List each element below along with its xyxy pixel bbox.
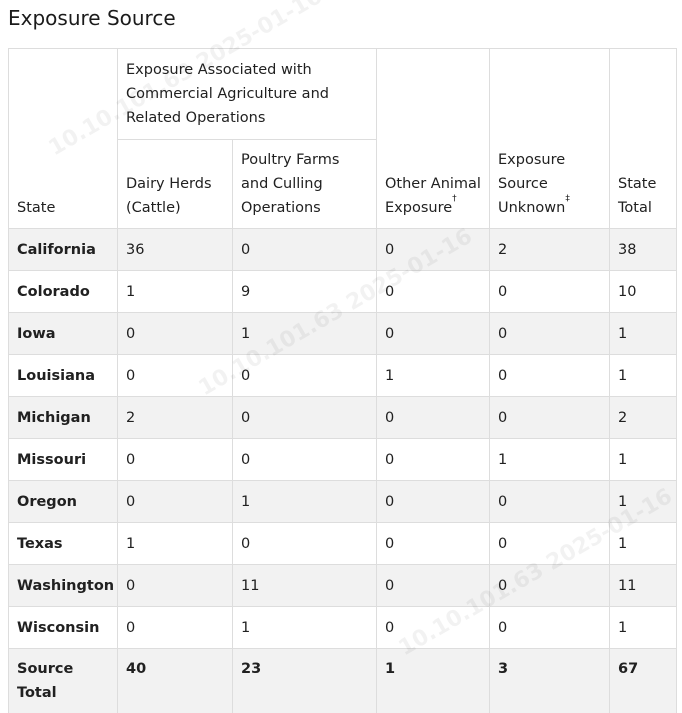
cell-other: 0 [376, 564, 490, 607]
cell-poultry: 0 [232, 396, 377, 439]
header-row-group: State Exposure Associated with Commercia… [8, 48, 677, 229]
cell-total: 1 [609, 312, 677, 355]
cell-poultry: 11 [232, 564, 377, 607]
table-row: Iowa 0 1 0 0 1 [8, 312, 677, 355]
cell-state: Louisiana [8, 354, 118, 397]
table-row: Louisiana 0 0 1 0 1 [8, 354, 677, 397]
cell-state: Michigan [8, 396, 118, 439]
cell-other: 0 [376, 312, 490, 355]
cell-poultry: 0 [232, 438, 377, 481]
cell-state: Oregon [8, 480, 118, 523]
cell-unknown: 0 [489, 480, 610, 523]
cell-unknown: 0 [489, 354, 610, 397]
header-dairy-herds: Dairy Herds (Cattle) [117, 139, 233, 229]
cell-total: 38 [609, 228, 677, 271]
cell-poultry: 1 [232, 480, 377, 523]
table-row: Washington 0 11 0 0 11 [8, 564, 677, 607]
header-row-sub: Dairy Herds (Cattle) Poultry Farms and C… [9, 139, 677, 229]
cell-total: 1 [609, 480, 677, 523]
table-row: Colorado 1 9 0 0 10 [8, 270, 677, 313]
cell-grand-total: 67 [609, 648, 677, 713]
cell-unknown: 0 [489, 522, 610, 565]
cell-poultry: 9 [232, 270, 377, 313]
cell-dairy: 0 [117, 312, 233, 355]
cell-dairy: 0 [117, 564, 233, 607]
cell-state: Iowa [8, 312, 118, 355]
cell-total-unknown: 3 [489, 648, 610, 713]
cell-state: Colorado [8, 270, 118, 313]
cell-other: 0 [376, 228, 490, 271]
cell-total: 1 [609, 438, 677, 481]
table-row: Michigan 2 0 0 0 2 [8, 396, 677, 439]
cell-other: 0 [376, 606, 490, 649]
cell-state: Missouri [8, 438, 118, 481]
header-other-animal-label: Other Animal Exposure [385, 176, 481, 216]
cell-poultry: 0 [232, 354, 377, 397]
cell-total: 1 [609, 522, 677, 565]
cell-dairy: 0 [117, 438, 233, 481]
header-state: State [8, 48, 118, 229]
header-source-unknown-label: Exposure Source Unknown [498, 152, 566, 216]
cell-state: Washington [8, 564, 118, 607]
cell-dairy: 36 [117, 228, 233, 271]
cell-unknown: 2 [489, 228, 610, 271]
cell-other: 0 [376, 522, 490, 565]
header-state-total: State Total [609, 48, 677, 229]
cell-dairy: 0 [117, 606, 233, 649]
header-other-animal: Other Animal Exposure† [376, 48, 490, 229]
cell-state: Texas [8, 522, 118, 565]
cell-state: California [8, 228, 118, 271]
cell-dairy: 1 [117, 270, 233, 313]
cell-source-total-label: Source Total [8, 648, 118, 713]
cell-total-poultry: 23 [232, 648, 377, 713]
table-row: California 36 0 0 2 38 [8, 228, 677, 271]
cell-total: 1 [609, 606, 677, 649]
cell-unknown: 0 [489, 312, 610, 355]
table-row: Oregon 0 1 0 0 1 [8, 480, 677, 523]
cell-dairy: 0 [117, 354, 233, 397]
cell-total-dairy: 40 [117, 648, 233, 713]
cell-poultry: 0 [232, 522, 377, 565]
cell-total: 11 [609, 564, 677, 607]
table-row: Texas 1 0 0 0 1 [8, 522, 677, 565]
header-source-unknown: Exposure Source Unknown‡ [489, 48, 610, 229]
cell-unknown: 0 [489, 396, 610, 439]
cell-dairy: 2 [117, 396, 233, 439]
table-row: Wisconsin 0 1 0 0 1 [8, 606, 677, 649]
cell-poultry: 1 [232, 312, 377, 355]
table-header: State Exposure Associated with Commercia… [8, 48, 677, 229]
page-title: Exposure Source [8, 6, 176, 30]
totals-row: Source Total 40 23 1 3 67 [8, 648, 677, 713]
cell-total: 10 [609, 270, 677, 313]
table-row: Missouri 0 0 0 1 1 [8, 438, 677, 481]
cell-other: 0 [376, 270, 490, 313]
double-dagger-footnote-mark: ‡ [565, 194, 570, 204]
cell-unknown: 0 [489, 606, 610, 649]
cell-unknown: 0 [489, 270, 610, 313]
cell-state: Wisconsin [8, 606, 118, 649]
cell-dairy: 0 [117, 480, 233, 523]
cell-other: 0 [376, 396, 490, 439]
table-body: California 36 0 0 2 38 Colorado 1 9 0 0 … [8, 228, 677, 713]
header-poultry-farms: Poultry Farms and Culling Operations [232, 139, 377, 229]
cell-other: 0 [376, 480, 490, 523]
cell-other: 0 [376, 438, 490, 481]
cell-unknown: 0 [489, 564, 610, 607]
cell-other: 1 [376, 354, 490, 397]
exposure-table: State Exposure Associated with Commercia… [8, 48, 677, 713]
cell-total: 2 [609, 396, 677, 439]
dagger-footnote-mark: † [452, 194, 457, 204]
cell-total: 1 [609, 354, 677, 397]
cell-poultry: 0 [232, 228, 377, 271]
cell-total-other: 1 [376, 648, 490, 713]
header-commercial-agriculture: Exposure Associated with Commercial Agri… [117, 48, 377, 140]
cell-poultry: 1 [232, 606, 377, 649]
cell-dairy: 1 [117, 522, 233, 565]
cell-unknown: 1 [489, 438, 610, 481]
